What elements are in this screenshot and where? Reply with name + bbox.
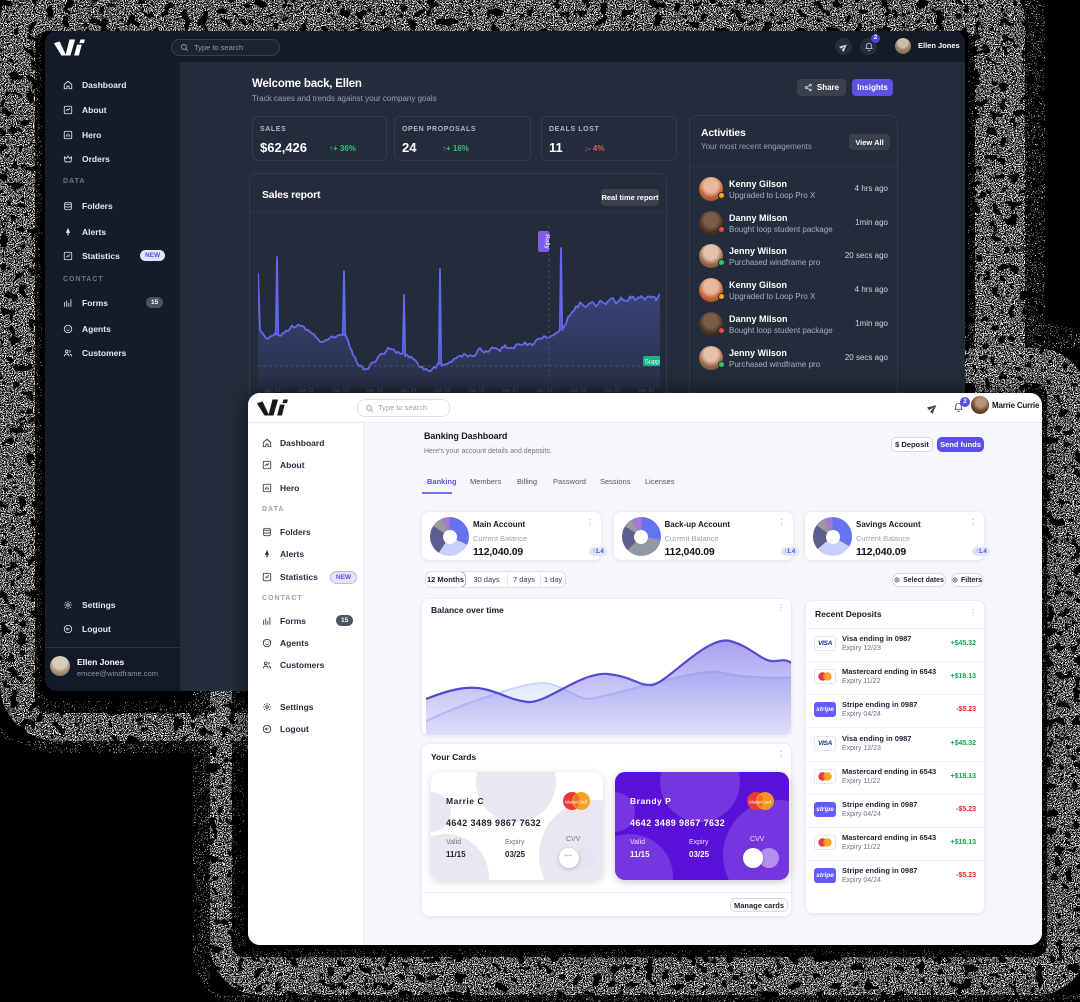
svg-text:Rally: Rally: [544, 234, 551, 249]
svg-text:Support: Support: [645, 359, 660, 366]
